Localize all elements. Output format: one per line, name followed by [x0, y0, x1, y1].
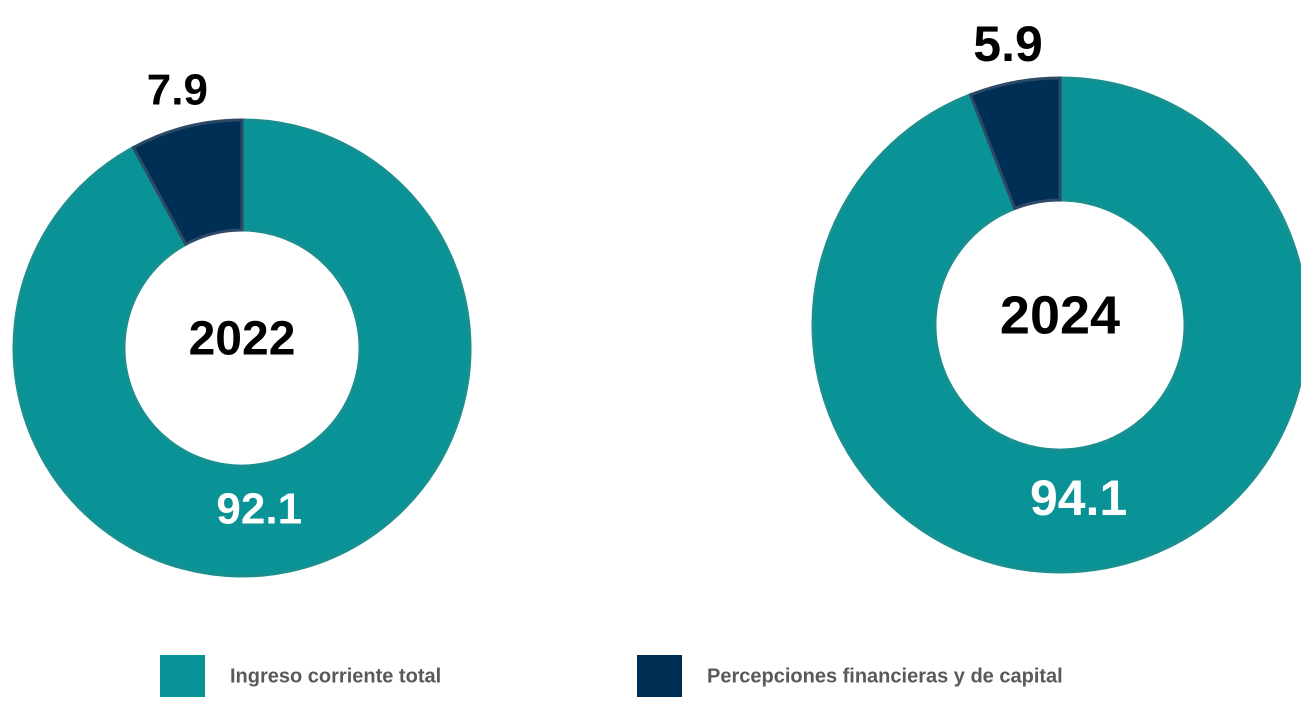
chart-title: 2024	[1000, 285, 1120, 345]
chart-title: 2022	[189, 313, 296, 366]
data-label: 5.9	[973, 16, 1043, 72]
donut-segment	[968, 76, 1062, 211]
legend-label: Ingreso corriente total	[230, 665, 441, 687]
donut-segment	[131, 118, 244, 247]
data-label: 94.1	[1030, 470, 1127, 526]
data-label: 92.1	[216, 485, 302, 534]
donut-segment	[811, 76, 1301, 574]
legend-swatch	[160, 655, 205, 697]
legend-swatch	[637, 655, 682, 697]
donut-segment	[12, 118, 472, 578]
data-label: 7.9	[147, 66, 208, 115]
legend-label: Percepciones financieras y de capital	[707, 665, 1063, 687]
